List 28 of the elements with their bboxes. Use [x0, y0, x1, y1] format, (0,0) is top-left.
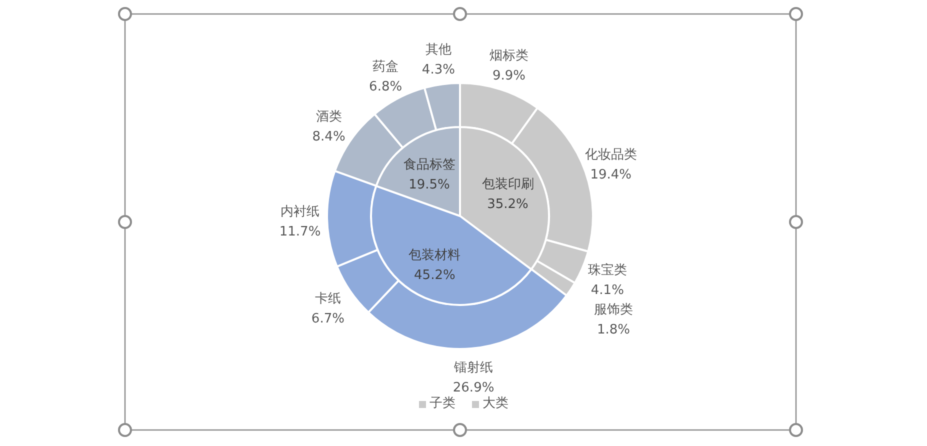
slice-label: 化妆品类: [584, 148, 637, 163]
slice-label: 其他: [425, 42, 452, 58]
data-label: 8.4%: [312, 129, 346, 144]
slice-label: 珠宝类: [588, 262, 627, 278]
data-label: 9.9%: [492, 68, 526, 84]
data-label: 19.5%: [408, 177, 450, 192]
slice-label: 镭射纸: [453, 360, 494, 376]
slice-label: 服饰类: [594, 302, 633, 318]
data-label: 6.8%: [369, 79, 402, 94]
data-label: 45.2%: [414, 268, 456, 284]
slice-label: 包装印刷: [482, 177, 534, 192]
legend-label: 大类: [482, 396, 508, 412]
data-label: 4.1%: [590, 283, 624, 298]
data-label: 11.7%: [279, 224, 321, 240]
slice-label: 酒类: [316, 109, 342, 124]
slice-label: 内衬纸: [280, 204, 320, 220]
data-label: 4.3%: [422, 62, 455, 78]
slice-label: 烟标类: [489, 48, 528, 64]
slice-label: 食品标签: [403, 157, 456, 172]
data-label: 35.2%: [487, 197, 528, 212]
slice-label: 卡纸: [314, 291, 341, 306]
slice-label: 包装材料: [408, 248, 461, 264]
slice-label: 药盒: [372, 59, 399, 74]
data-label: 6.7%: [311, 311, 344, 326]
data-label: 26.9%: [452, 380, 494, 396]
data-label: 1.8%: [596, 322, 630, 338]
legend-label: 子类: [430, 396, 456, 412]
data-label: 19.4%: [590, 168, 632, 183]
